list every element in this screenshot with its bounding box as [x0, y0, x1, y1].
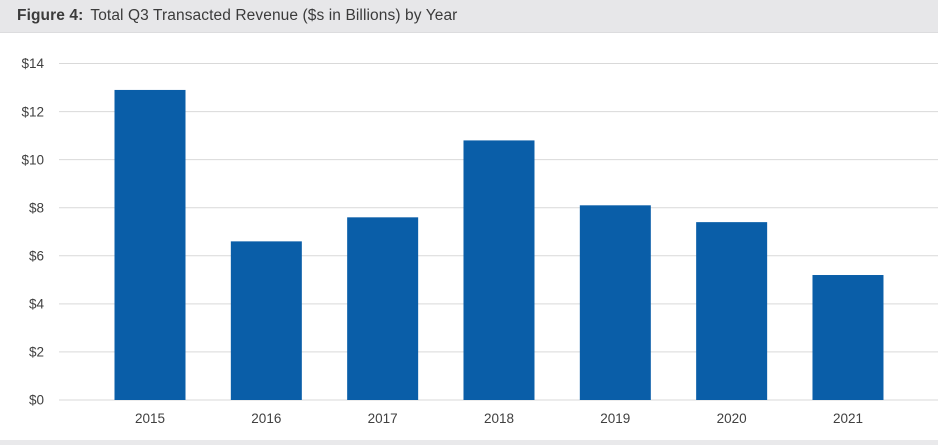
x-tick-label-2020: 2020	[717, 411, 747, 426]
y-tick-label-10: $10	[21, 152, 44, 167]
figure-title: Total Q3 Transacted Revenue ($s in Billi…	[90, 7, 458, 24]
bar-2016	[230, 241, 302, 400]
x-tick-label-2016: 2016	[251, 411, 281, 426]
figure-number-label: Figure 4:	[17, 7, 84, 24]
x-tick-label-2015: 2015	[135, 411, 165, 426]
bar-2020	[696, 222, 768, 400]
bar-chart: $0 $2 $4 $6 $8 $10 $12 $14 2015 2016 2017 2018 2019 2…	[0, 33, 938, 445]
y-tick-label-2: $2	[29, 345, 44, 360]
bar-2017	[347, 217, 419, 400]
figure-header: Figure 4: Total Q3 Transacted Revenue ($…	[0, 0, 938, 33]
bar-2021	[812, 275, 884, 400]
y-tick-label-12: $12	[21, 104, 44, 119]
y-tick-label-6: $6	[29, 248, 44, 263]
x-tick-label-2021: 2021	[833, 411, 863, 426]
bar-2015	[114, 89, 186, 401]
bar-2019	[579, 205, 651, 400]
x-tick-label-2019: 2019	[600, 411, 630, 426]
bottom-divider	[0, 440, 938, 445]
x-tick-label-2018: 2018	[484, 411, 514, 426]
bar-2018	[463, 140, 535, 400]
y-tick-label-4: $4	[29, 297, 45, 312]
y-tick-label-14: $14	[21, 56, 44, 71]
y-tick-label-8: $8	[29, 200, 44, 215]
bar-chart-canvas: $0 $2 $4 $6 $8 $10 $12 $14 2015 2016 2017 2018 2019 2…	[21, 56, 938, 426]
y-tick-label-0: $0	[29, 393, 44, 408]
x-tick-label-2017: 2017	[368, 411, 398, 426]
